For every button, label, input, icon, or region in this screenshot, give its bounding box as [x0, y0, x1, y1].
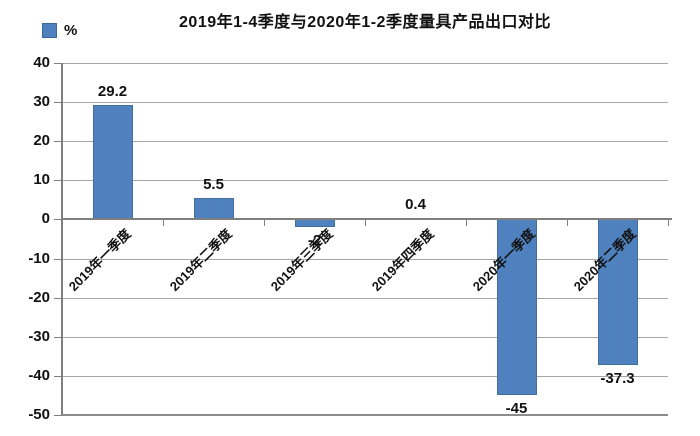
y-axis-tick-label: -50 — [28, 406, 50, 423]
y-axis-tick — [54, 258, 62, 260]
gridline — [62, 375, 668, 377]
gridline — [62, 102, 668, 104]
gridline — [62, 141, 668, 143]
y-axis-tick-label: 30 — [33, 93, 50, 111]
y-axis-tick — [54, 141, 62, 143]
x-axis-tick — [465, 219, 467, 227]
y-axis-tick-label: 40 — [33, 54, 50, 71]
bar-value-label: 5.5 — [203, 175, 224, 193]
bar — [193, 197, 234, 220]
y-axis-tick-label: -30 — [28, 327, 50, 345]
y-axis-tick — [54, 336, 62, 338]
gridline — [62, 336, 668, 338]
chart-title: 2019年1-4季度与2020年1-2季度量具产品出口对比 — [179, 14, 551, 31]
x-axis-tick — [162, 219, 164, 227]
y-axis-tick — [54, 415, 62, 416]
gridline — [62, 180, 668, 182]
gridline — [62, 414, 668, 416]
x-axis-tick — [61, 219, 63, 227]
x-axis-category-label: 2019年一季度 — [65, 226, 134, 295]
x-axis-tick — [667, 219, 669, 227]
y-axis-tick-label: 20 — [33, 132, 50, 150]
bar — [597, 219, 638, 366]
x-axis-line — [62, 218, 672, 221]
legend-label: % — [64, 22, 78, 39]
y-axis-tick — [54, 102, 62, 104]
bar-value-label: -37.3 — [600, 370, 635, 388]
y-axis-tick — [54, 375, 62, 377]
y-axis-line — [61, 63, 63, 415]
gridline — [62, 258, 668, 260]
bar — [92, 105, 133, 220]
x-axis-category-label: 2019年二季度 — [166, 226, 235, 295]
x-axis-tick — [364, 219, 366, 227]
y-axis-tick — [54, 219, 62, 221]
y-axis-tick-label: 10 — [33, 171, 50, 189]
y-axis-tick-label: -20 — [28, 288, 50, 306]
bar-value-label: -2 — [307, 232, 322, 250]
x-axis-category-label: 2019年四季度 — [368, 226, 437, 295]
y-axis-tick — [54, 63, 62, 64]
y-axis-tick-label: -10 — [28, 249, 50, 267]
legend: % — [42, 22, 77, 39]
x-axis-tick — [566, 219, 568, 227]
y-axis-tick-label: -40 — [28, 366, 50, 384]
bar — [294, 219, 335, 228]
gridline — [62, 297, 668, 299]
bar-value-label: 0.4 — [405, 195, 426, 213]
gridline — [62, 63, 668, 64]
y-axis-tick — [54, 297, 62, 299]
x-axis-tick — [263, 219, 265, 227]
legend-swatch-icon — [42, 23, 57, 38]
y-axis-tick-label: 0 — [41, 210, 50, 228]
bar-value-label: 29.2 — [97, 83, 128, 101]
y-axis-tick — [54, 180, 62, 182]
bar — [496, 219, 537, 396]
bar-value-label: -45 — [505, 400, 528, 418]
